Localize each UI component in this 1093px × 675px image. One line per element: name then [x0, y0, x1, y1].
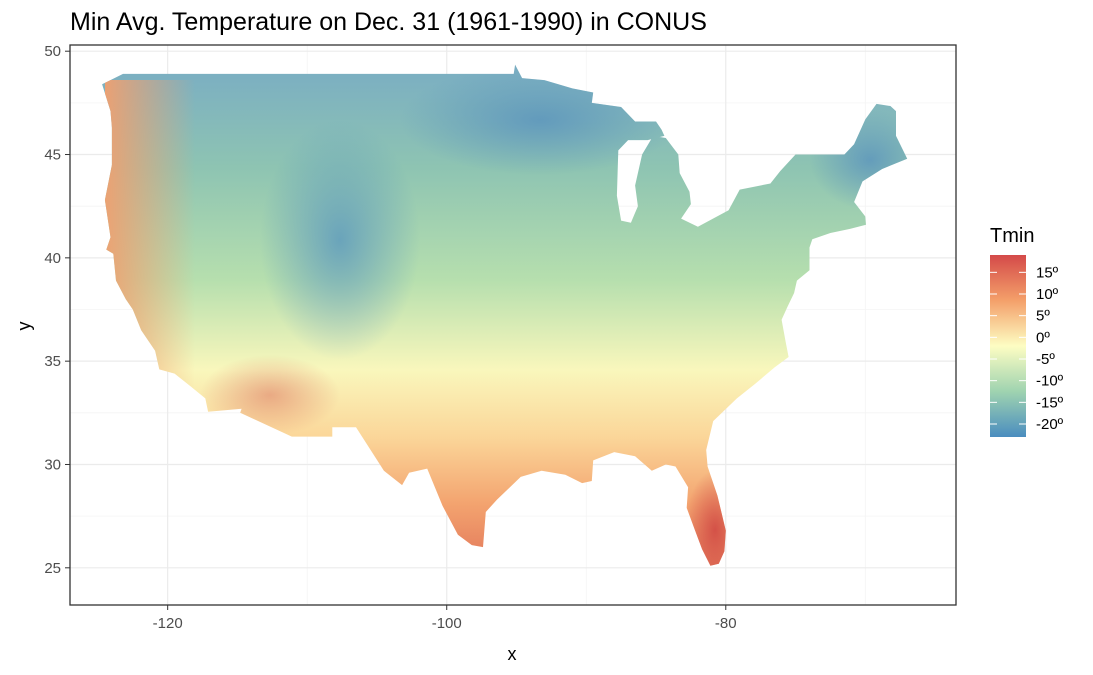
x-tick-label: -100 [432, 615, 462, 632]
y-axis-title: y [14, 322, 34, 331]
y-tick-label: 50 [44, 43, 61, 60]
y-tick-label: 30 [44, 456, 61, 473]
x-tick-label: -120 [153, 615, 183, 632]
rockies-cold [260, 120, 420, 360]
legend-label: -20º [1036, 416, 1064, 433]
panel-border [69, 44, 957, 606]
legend-label: -15º [1036, 394, 1064, 411]
legend-colorbar [990, 255, 1026, 437]
y-tick-label: 45 [44, 147, 61, 164]
y-axis: 25 30 35 40 45 50 [44, 43, 70, 577]
y-tick-label: 40 [44, 250, 61, 267]
legend-label: -10º [1036, 373, 1064, 390]
legend-title: Tmin [990, 225, 1034, 247]
chart-title: Min Avg. Temperature on Dec. 31 (1961-19… [70, 8, 707, 36]
y-tick-label: 35 [44, 353, 61, 370]
legend-label: 5º [1036, 308, 1050, 325]
legend-label: -5º [1036, 351, 1055, 368]
legend-label: 15º [1036, 264, 1059, 281]
legend-label: 0º [1036, 329, 1050, 346]
x-axis: -120 -100 -80 [153, 605, 737, 632]
legend: Tmin 15º 10º 5º 0º -5º -10º -15º -20º [990, 225, 1064, 437]
y-tick-label: 25 [44, 560, 61, 577]
legend-label: 10º [1036, 286, 1059, 303]
x-tick-label: -80 [715, 615, 737, 632]
x-axis-title: x [508, 644, 517, 664]
